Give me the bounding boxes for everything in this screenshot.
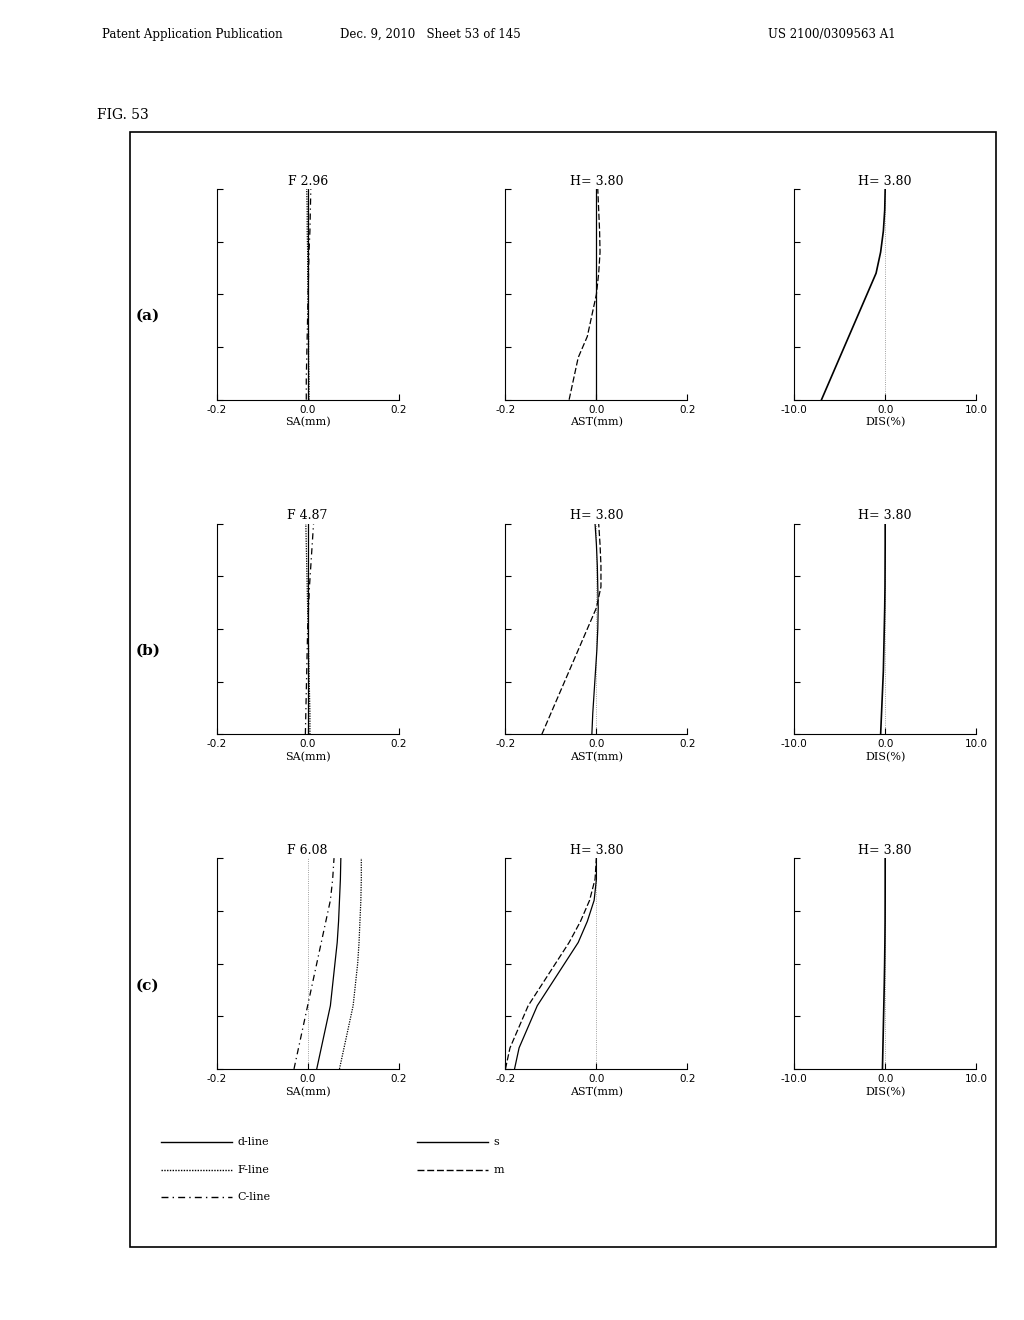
Text: d-line: d-line (238, 1138, 269, 1147)
Title: H= 3.80: H= 3.80 (858, 843, 912, 857)
Title: F 6.08: F 6.08 (288, 843, 328, 857)
X-axis label: SA(mm): SA(mm) (285, 752, 331, 762)
Title: H= 3.80: H= 3.80 (569, 843, 624, 857)
Text: (c): (c) (135, 978, 159, 993)
Text: (a): (a) (135, 309, 160, 323)
Title: F 4.87: F 4.87 (288, 510, 328, 523)
X-axis label: DIS(%): DIS(%) (865, 417, 905, 428)
Text: C-line: C-line (238, 1192, 270, 1201)
X-axis label: DIS(%): DIS(%) (865, 752, 905, 762)
Text: (b): (b) (135, 644, 160, 657)
Title: H= 3.80: H= 3.80 (858, 174, 912, 187)
X-axis label: SA(mm): SA(mm) (285, 1086, 331, 1097)
Title: H= 3.80: H= 3.80 (569, 174, 624, 187)
Text: Patent Application Publication: Patent Application Publication (102, 28, 283, 41)
Title: F 2.96: F 2.96 (288, 174, 328, 187)
Text: s: s (494, 1138, 500, 1147)
X-axis label: AST(mm): AST(mm) (570, 417, 623, 428)
Title: H= 3.80: H= 3.80 (858, 510, 912, 523)
Text: US 2100/0309563 A1: US 2100/0309563 A1 (768, 28, 896, 41)
X-axis label: SA(mm): SA(mm) (285, 417, 331, 428)
X-axis label: AST(mm): AST(mm) (570, 752, 623, 762)
Title: H= 3.80: H= 3.80 (569, 510, 624, 523)
X-axis label: DIS(%): DIS(%) (865, 1086, 905, 1097)
X-axis label: AST(mm): AST(mm) (570, 1086, 623, 1097)
Text: F-line: F-line (238, 1164, 269, 1175)
Text: Dec. 9, 2010   Sheet 53 of 145: Dec. 9, 2010 Sheet 53 of 145 (340, 28, 520, 41)
Text: m: m (494, 1164, 504, 1175)
Text: FIG. 53: FIG. 53 (97, 108, 150, 123)
